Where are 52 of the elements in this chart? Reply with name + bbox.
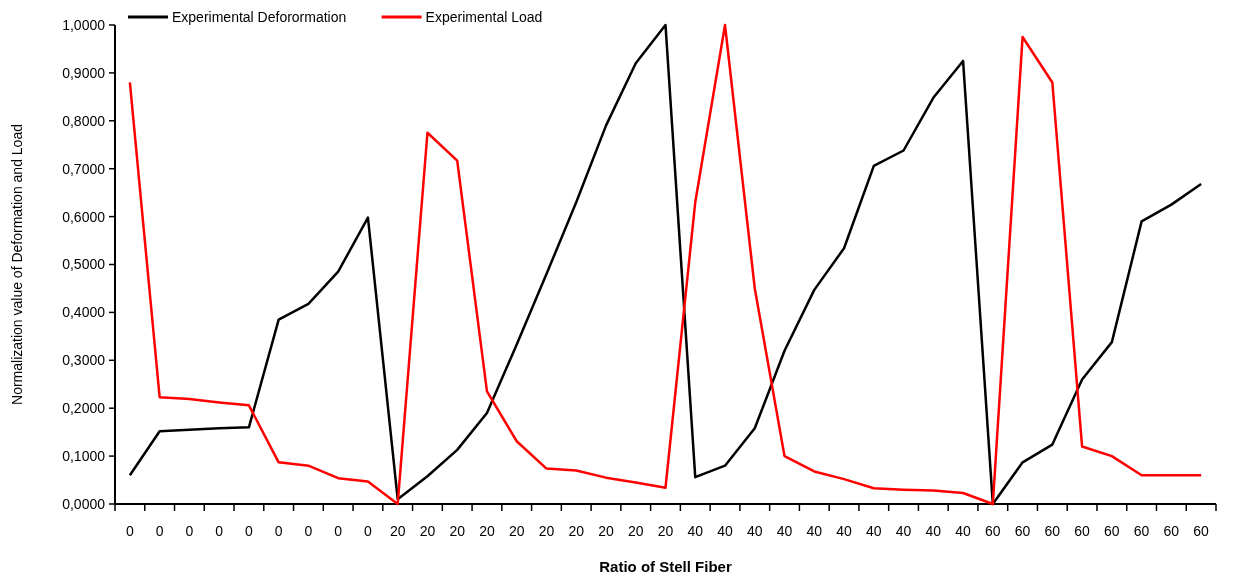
y-tick-label: 0,0000	[62, 495, 106, 512]
x-tick-label: 60	[1193, 523, 1210, 539]
x-tick-label: 20	[508, 523, 525, 539]
x-tick-label: 60	[1104, 523, 1120, 539]
y-tick-label: 0,5000	[62, 256, 106, 273]
x-tick-label: 0	[215, 523, 224, 539]
x-tick-label: 20	[389, 523, 406, 539]
x-tick-label: 40	[806, 523, 823, 539]
x-axis-title: Ratio of Stell Fiber	[599, 558, 732, 575]
x-tick-label: 60	[1074, 523, 1091, 539]
x-tick-label: 0	[125, 523, 134, 539]
x-tick-label: 60	[1044, 523, 1061, 539]
x-tick-label: 40	[746, 523, 763, 539]
x-tick-label: 20	[627, 523, 644, 539]
x-tick-label: 0	[364, 523, 373, 539]
x-tick-label: 20	[479, 523, 495, 539]
x-tick-label: 40	[955, 523, 972, 539]
legend-label: Experimental Load	[425, 8, 543, 25]
x-tick-label: 60	[1133, 523, 1150, 539]
y-tick-label: 0,9000	[62, 64, 106, 81]
x-tick-label: 40	[866, 523, 882, 539]
x-tick-label: 40	[895, 523, 912, 539]
x-tick-label: 60	[1163, 523, 1180, 539]
x-tick-label: 20	[419, 523, 436, 539]
x-tick-label: 40	[776, 523, 793, 539]
x-tick-label: 0	[304, 523, 313, 539]
x-tick-label: 0	[245, 523, 254, 539]
x-tick-label: 0	[185, 523, 194, 539]
x-tick-label: 20	[657, 523, 674, 539]
x-tick-label: 0	[274, 523, 283, 539]
x-tick-label: 20	[538, 523, 555, 539]
y-tick-label: 0,6000	[62, 208, 106, 225]
y-tick-label: 0,3000	[62, 352, 106, 369]
y-tick-label: 0,1000	[62, 448, 106, 464]
x-tick-label: 60	[1014, 523, 1031, 539]
x-tick-label: 20	[568, 523, 585, 539]
x-tick-label: 40	[687, 523, 704, 539]
y-tick-label: 0,8000	[62, 112, 106, 129]
y-tick-label: 0,4000	[62, 304, 106, 321]
x-tick-label: 0	[334, 523, 343, 539]
x-tick-label: 40	[925, 523, 942, 539]
legend-label: Experimental Deforormation	[172, 8, 347, 25]
y-axis-title: Normalization value of Deformation and Load	[9, 124, 25, 405]
x-tick-label: 40	[836, 523, 853, 539]
x-tick-label: 20	[449, 523, 466, 539]
x-tick-label: 0	[155, 523, 164, 539]
y-tick-label: 1,0000	[62, 16, 106, 33]
y-tick-label: 0,2000	[62, 400, 106, 417]
x-tick-label: 60	[985, 523, 1001, 539]
y-tick-label: 0,7000	[62, 160, 106, 177]
x-tick-label: 20	[598, 523, 614, 539]
x-tick-label: 40	[717, 523, 734, 539]
